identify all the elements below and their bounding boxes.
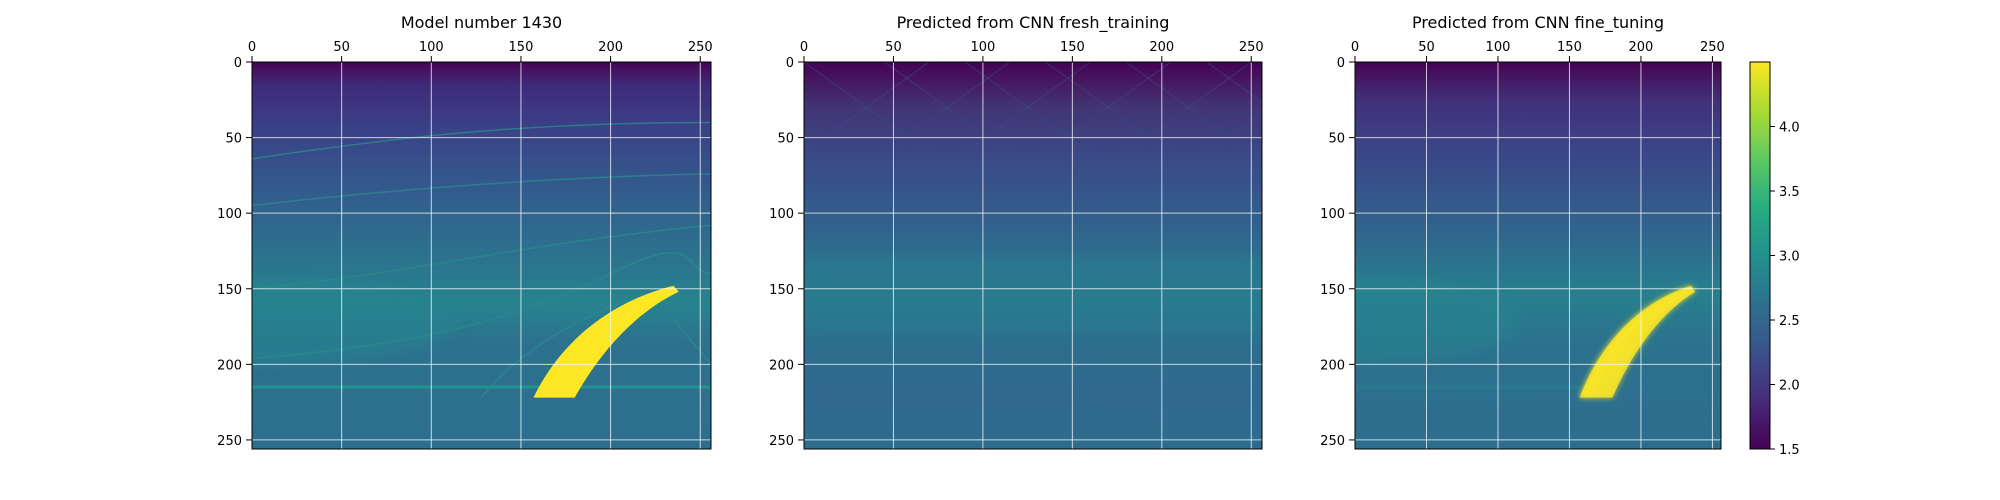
heatmap-background (804, 62, 1262, 449)
y-tick-label: 0 (786, 56, 794, 71)
y-tick-label: 50 (225, 132, 242, 147)
colorbar-tick-label: 3.0 (1779, 250, 1800, 265)
y-tick-label: 50 (1328, 132, 1345, 147)
panel-title: Predicted from CNN fresh_training (897, 13, 1170, 33)
y-tick-label: 150 (769, 283, 794, 298)
axes-frame (803, 61, 1263, 450)
x-tick-label: 50 (333, 40, 350, 55)
panel-title: Predicted from CNN fine_tuning (1412, 13, 1664, 33)
y-tick-label: 250 (1320, 434, 1345, 449)
layer-highlight (252, 279, 459, 365)
interface-line (252, 121, 711, 160)
x-tick-label: 0 (800, 40, 808, 55)
x-tick-label: 100 (1486, 40, 1511, 55)
y-tick-label: 250 (217, 434, 242, 449)
colorbar-tick-label: 2.0 (1779, 379, 1800, 394)
y-tick-label: 50 (777, 132, 794, 147)
y-tick-label: 200 (1320, 358, 1345, 373)
y-tick-label: 200 (769, 358, 794, 373)
x-tick-label: 0 (1351, 40, 1359, 55)
y-tick-label: 250 (769, 434, 794, 449)
y-tick-label: 200 (217, 358, 242, 373)
interface-line (252, 173, 711, 207)
x-tick-label: 100 (419, 40, 444, 55)
reflector-band (1355, 385, 1612, 389)
interface-line (252, 224, 711, 290)
x-tick-label: 150 (1557, 40, 1582, 55)
y-tick-label: 0 (234, 56, 242, 71)
axes-frame (251, 61, 712, 450)
interface-line (252, 252, 711, 360)
colorbar-tick-label: 4.0 (1779, 121, 1800, 136)
heatmap-image (1355, 62, 1721, 449)
x-tick-label: 150 (1060, 40, 1085, 55)
heatmap-background (1355, 62, 1721, 449)
heatmap-panel-1: 00 50 50 100 100 150 150 200 200 250 250 Model numb… (217, 13, 713, 450)
colorbar: 1.5 2.0 2.5 3.0 3.5 4.0 (1749, 61, 1800, 458)
interface-line (672, 318, 711, 365)
layer-highlight (804, 258, 1262, 335)
layer-highlight (1355, 279, 1520, 365)
heatmap-image (804, 62, 1262, 449)
colorbar-tick-label: 1.5 (1779, 443, 1800, 458)
anomaly-body (533, 285, 679, 398)
heatmap-image (252, 62, 711, 449)
anomaly-core (1579, 285, 1696, 398)
x-tick-label: 50 (885, 40, 902, 55)
colorbar-tick-label: 2.5 (1779, 314, 1800, 329)
x-tick-label: 0 (248, 40, 256, 55)
panel-title: Model number 1430 (401, 13, 562, 32)
x-tick-label: 200 (1149, 40, 1174, 55)
x-tick-label: 100 (970, 40, 995, 55)
x-tick-label: 250 (1239, 40, 1264, 55)
x-tick-label: 50 (1418, 40, 1435, 55)
reflector-band (252, 385, 711, 389)
heatmap-background (252, 62, 711, 449)
heatmap-panel-2: 00 50 50 100 100 150 150 200 200 250 250 Predicted … (769, 13, 1264, 450)
y-tick-label: 0 (1337, 56, 1345, 71)
y-tick-label: 100 (217, 207, 242, 222)
x-tick-label: 250 (1700, 40, 1725, 55)
x-tick-label: 250 (688, 40, 713, 55)
x-tick-label: 200 (1629, 40, 1654, 55)
y-tick-label: 150 (1320, 283, 1345, 298)
y-tick-label: 100 (1320, 207, 1345, 222)
axes-frame (1354, 61, 1722, 450)
y-tick-label: 150 (217, 283, 242, 298)
x-tick-label: 200 (598, 40, 623, 55)
artifact-line (1206, 62, 1262, 103)
colorbar-tick-label: 3.5 (1779, 185, 1800, 200)
colorbar-gradient (1750, 62, 1770, 449)
heatmap-panel-3: 00 50 50 100 100 150 150 200 200 250 250 Predicted … (1320, 13, 1725, 450)
y-tick-label: 100 (769, 207, 794, 222)
x-tick-label: 150 (509, 40, 534, 55)
interface-line (480, 288, 665, 399)
